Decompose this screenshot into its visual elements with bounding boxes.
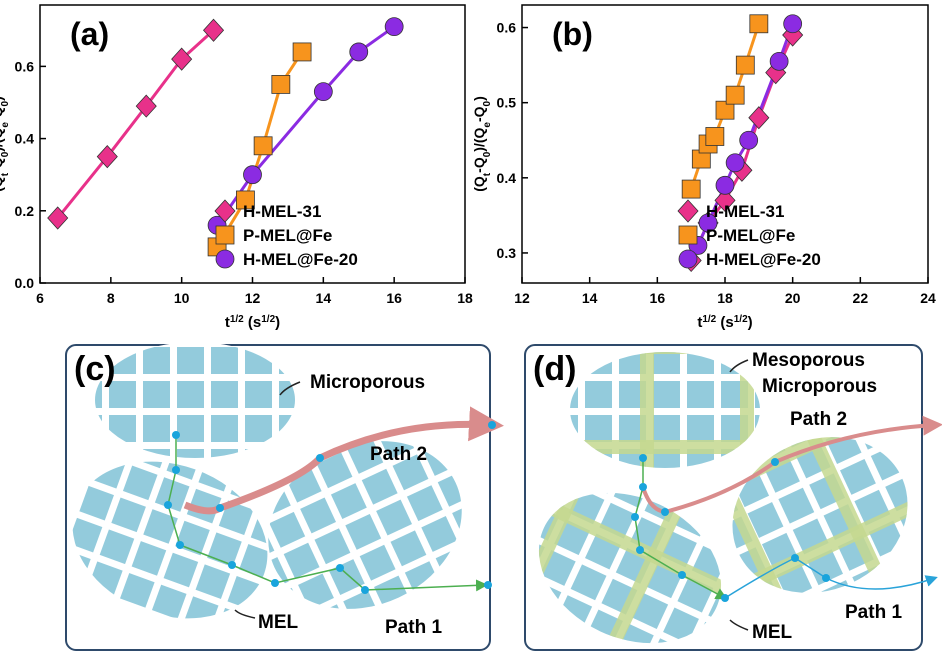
x-axis-label-part: 1/2 — [261, 314, 275, 325]
marker — [244, 166, 262, 184]
label: Mesoporous — [752, 350, 865, 371]
marker — [272, 75, 290, 93]
marker — [784, 15, 802, 33]
x-tick-label: 18 — [457, 290, 473, 306]
label: Path 1 — [845, 602, 902, 623]
label: Path 2 — [790, 409, 847, 430]
marker — [726, 86, 744, 104]
x-tick-label: 20 — [785, 290, 801, 306]
x-axis-label: t1/2 (s1/2) — [697, 314, 752, 332]
y-axis-label-part: )/(Q — [471, 128, 487, 152]
x-tick-label: 8 — [107, 290, 115, 306]
y-axis-label: (Qt-Q0)/(Qe-Q0) — [471, 96, 493, 192]
x-axis-label-part: (s — [244, 314, 262, 331]
x-tick-label: 16 — [386, 290, 402, 306]
legend-label: H-MEL-31 — [243, 202, 321, 221]
marker — [770, 52, 788, 70]
crystal — [50, 435, 289, 644]
marker — [749, 107, 769, 129]
legend-label: P-MEL@Fe — [706, 226, 795, 245]
legend-label: P-MEL@Fe — [243, 226, 332, 245]
y-axis-label-part: -Q — [0, 106, 5, 122]
pointer — [730, 620, 748, 630]
marker — [350, 43, 368, 61]
marker — [293, 43, 311, 61]
y-axis-label-part: (Q — [0, 176, 5, 192]
x-axis-label-part: 1/2 — [734, 314, 748, 325]
marker — [740, 131, 758, 149]
y-axis-label-part: -Q — [471, 106, 487, 122]
x-tick-label: 24 — [920, 290, 936, 306]
label: MEL — [752, 622, 793, 643]
marker — [679, 250, 697, 268]
y-axis-label-part: (Q — [471, 176, 487, 192]
label: Path 2 — [370, 444, 427, 465]
y-tick-label: 0.6 — [497, 20, 517, 36]
label: Microporous — [310, 372, 425, 393]
x-tick-label: 18 — [717, 290, 733, 306]
pointer — [235, 610, 255, 618]
y-axis-label-part: ) — [471, 96, 487, 101]
legend-label: H-MEL@Fe-20 — [706, 250, 821, 269]
y-tick-label: 0.4 — [497, 170, 517, 186]
marker — [216, 226, 234, 244]
x-tick-label: 16 — [650, 290, 666, 306]
x-tick-label: 12 — [245, 290, 261, 306]
crystal — [95, 342, 295, 458]
page: (c) Microporous Path 2 MEL Path 1 (d) Me… — [0, 0, 942, 657]
marker — [254, 137, 272, 155]
y-axis-label-part: -Q — [471, 157, 487, 173]
y-tick-label: 0.0 — [15, 275, 35, 291]
x-tick-label: 10 — [174, 290, 190, 306]
legend-label: H-MEL@Fe-20 — [243, 250, 358, 269]
label: Path 1 — [385, 617, 442, 638]
marker — [678, 200, 698, 222]
figure: (c) Microporous Path 2 MEL Path 1 (d) Me… — [0, 0, 942, 657]
x-axis-label-part: 1/2 — [230, 314, 244, 325]
y-tick-label: 0.3 — [497, 245, 517, 261]
marker — [385, 18, 403, 36]
x-tick-label: 22 — [853, 290, 869, 306]
marker — [679, 226, 697, 244]
y-tick-label: 0.2 — [15, 203, 35, 219]
marker — [682, 180, 700, 198]
x-tick-label: 6 — [36, 290, 44, 306]
diagram-d: (d) Mesoporous Microporous Path 2 MEL Pa… — [514, 345, 935, 657]
x-tick-label: 14 — [582, 290, 598, 306]
x-axis-label-part: ) — [275, 314, 280, 331]
mesopores — [514, 464, 745, 657]
label: Microporous — [762, 376, 877, 397]
x-tick-label: 12 — [514, 290, 530, 306]
panel-label: (a) — [70, 16, 109, 52]
crystal — [241, 410, 490, 640]
marker — [726, 154, 744, 172]
y-axis-label-part: -Q — [0, 157, 5, 173]
marker — [314, 83, 332, 101]
marker — [216, 250, 234, 268]
panel-label: (d) — [533, 350, 576, 388]
x-tick-label: 14 — [316, 290, 332, 306]
y-axis-label-part: ) — [0, 96, 5, 101]
y-tick-label: 0.5 — [497, 95, 517, 111]
panel-label: (c) — [74, 350, 116, 388]
marker — [736, 56, 754, 74]
marker — [706, 127, 724, 145]
y-tick-label: 0.4 — [15, 131, 35, 147]
label: MEL — [258, 612, 299, 633]
y-tick-label: 0.6 — [15, 58, 35, 74]
x-axis-label-part: ) — [748, 314, 753, 331]
panel-label: (b) — [552, 16, 593, 52]
x-axis-label-part: (s — [716, 314, 734, 331]
y-axis-label: (Qt-Q0)/(Qe-Q0) — [0, 96, 11, 192]
x-axis-label-part: 1/2 — [702, 314, 716, 325]
legend-label: H-MEL-31 — [706, 202, 784, 221]
y-axis-label-part: )/(Q — [0, 128, 5, 152]
x-axis-label: t1/2 (s1/2) — [225, 314, 280, 332]
diagram-c: (c) Microporous Path 2 MEL Path 1 — [50, 342, 496, 650]
marker — [716, 176, 734, 194]
marker — [750, 15, 768, 33]
